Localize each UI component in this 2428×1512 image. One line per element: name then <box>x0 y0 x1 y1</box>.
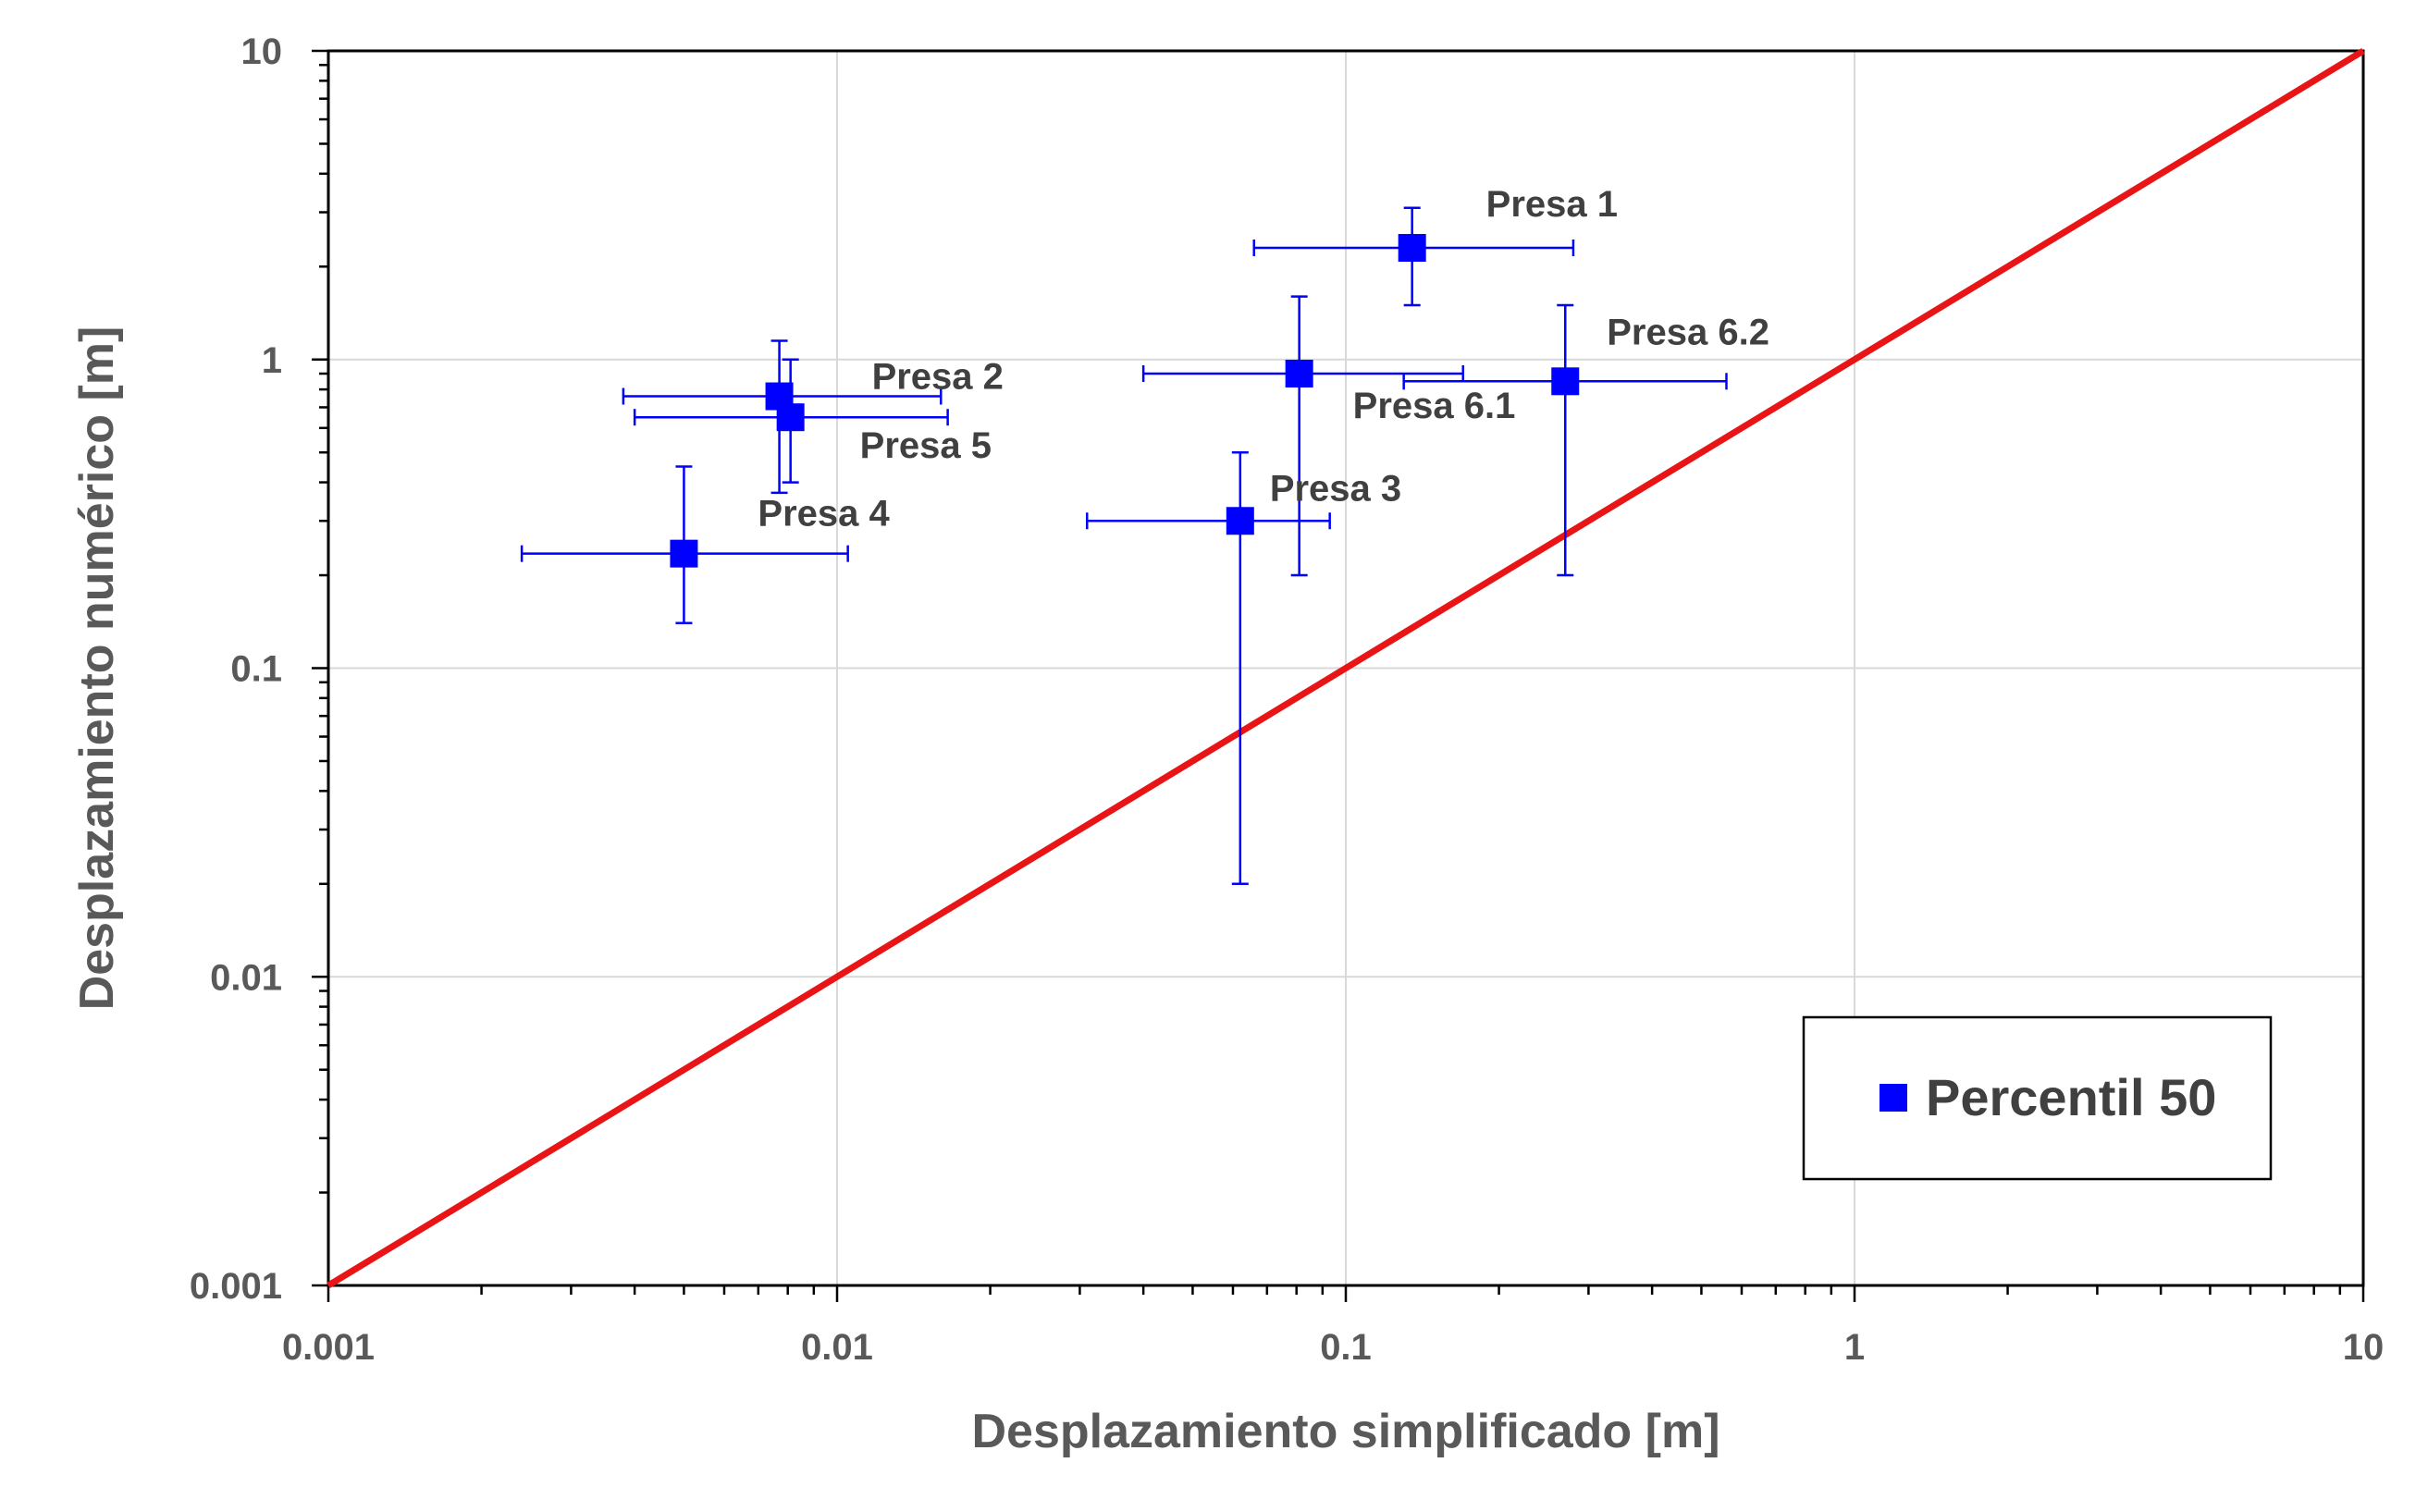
point-label: Presa 1 <box>1486 184 1618 225</box>
square-marker <box>670 539 698 568</box>
point-label: Presa 5 <box>860 425 992 466</box>
x-axis-title: Desplazamiento simplificado [m] <box>971 1405 1719 1458</box>
y-tick-label: 0.1 <box>230 649 282 690</box>
x-tick-label: 1 <box>1844 1327 1865 1368</box>
data-point <box>1402 303 1728 577</box>
y-axis-title: Desplazamiento numérico [m] <box>70 326 124 1011</box>
data-point <box>520 465 849 624</box>
point-label: Presa 6.2 <box>1607 312 1769 352</box>
x-tick-label: 0.1 <box>1320 1327 1372 1368</box>
y-tick-label: 1 <box>262 340 282 381</box>
data-point <box>1252 206 1575 307</box>
y-tick-label: 10 <box>241 31 283 72</box>
legend-marker <box>1880 1084 1907 1112</box>
point-label: Presa 3 <box>1270 468 1401 509</box>
data-point <box>1085 450 1331 886</box>
legend-label: Percentil 50 <box>1926 1068 2216 1126</box>
x-tick-label: 0.001 <box>282 1327 375 1368</box>
data-point <box>633 358 949 484</box>
x-tick-label: 0.01 <box>801 1327 873 1368</box>
point-label: Presa 4 <box>758 494 890 535</box>
reference-line-1-to-1 <box>327 48 2365 1288</box>
square-marker <box>1551 367 1580 396</box>
square-marker <box>1398 234 1426 263</box>
data-point <box>1141 295 1464 577</box>
y-tick-label: 0.001 <box>190 1266 282 1307</box>
square-marker <box>1226 507 1254 535</box>
square-marker <box>1285 360 1313 388</box>
point-label: Presa 2 <box>872 357 1004 398</box>
point-label: Presa 6.1 <box>1353 386 1516 426</box>
x-tick-label: 10 <box>2343 1327 2385 1368</box>
y-tick-label: 0.01 <box>210 957 282 998</box>
legend: Percentil 50 <box>1802 1015 2273 1181</box>
square-marker <box>776 403 805 432</box>
